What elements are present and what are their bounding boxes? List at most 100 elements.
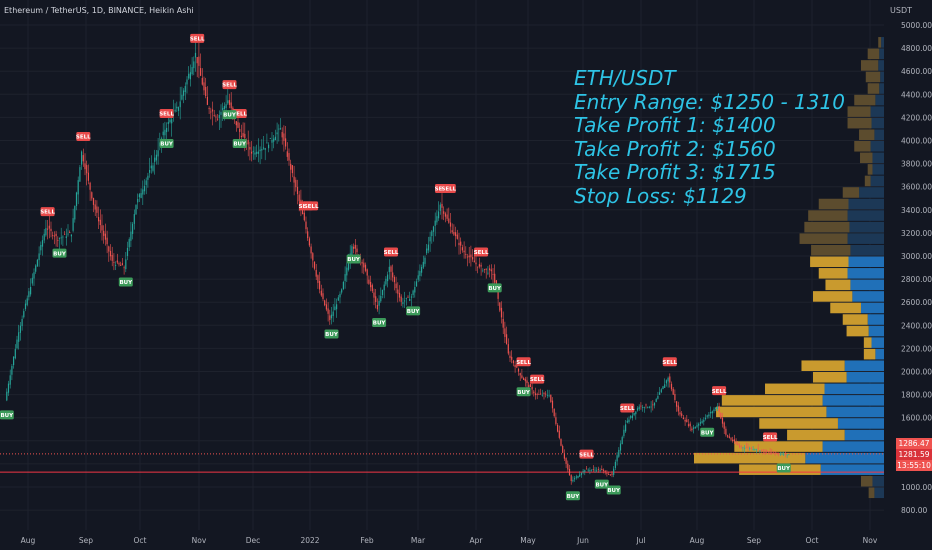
candle-body <box>562 445 564 453</box>
candle-body <box>242 133 244 137</box>
x-tick-label: May <box>520 536 536 545</box>
candle-body <box>21 318 23 327</box>
candle-body <box>218 114 220 119</box>
candle-body <box>164 129 166 136</box>
candle-body <box>526 380 528 384</box>
candle-body <box>264 148 266 150</box>
volume-bar-down <box>824 383 884 395</box>
volume-bar-up <box>846 325 869 337</box>
candle-body <box>24 303 27 310</box>
candle-body <box>388 266 390 273</box>
signal-text: SELL <box>76 135 91 141</box>
volume-bar-down <box>837 418 884 429</box>
signal-box <box>763 432 778 442</box>
volume-bar-up <box>860 475 873 487</box>
signal-box <box>662 357 677 367</box>
signal-box <box>40 207 55 217</box>
candle-body <box>616 455 618 462</box>
candle-body <box>45 228 47 236</box>
candle-body <box>643 407 645 408</box>
candle-body <box>655 399 657 402</box>
signal-text: BUY <box>407 309 421 315</box>
candle-body <box>279 128 282 130</box>
candle-body <box>660 389 662 393</box>
candle-body <box>657 395 659 399</box>
volume-bar-down <box>820 464 884 475</box>
candle-body <box>70 234 72 237</box>
candle-body <box>155 154 157 161</box>
candle-body <box>438 211 440 219</box>
signal-box <box>700 427 715 437</box>
y-tick-label: 2000.00 <box>901 368 932 377</box>
sell-signal-label: SELL <box>159 108 174 118</box>
candle-body <box>487 272 489 274</box>
candle-body <box>614 461 616 468</box>
horizontal-lines <box>0 453 896 473</box>
candle-body <box>104 233 106 240</box>
candle-body <box>523 378 525 380</box>
candle-body <box>635 411 637 415</box>
candle-body <box>422 261 424 268</box>
candle-body <box>662 386 664 390</box>
candle-body <box>524 378 526 382</box>
volume-bar-up <box>830 302 861 314</box>
candle-body <box>273 138 275 142</box>
candle-body <box>740 446 742 448</box>
candle-body <box>392 272 394 278</box>
candle-body <box>509 355 511 358</box>
volume-bar-up <box>787 429 845 441</box>
candle-body <box>147 175 149 180</box>
candle-body <box>43 233 45 241</box>
volume-bar-down <box>859 187 884 198</box>
candle-body <box>220 111 222 115</box>
y-tick-label: 2800.00 <box>901 275 932 284</box>
signal-box <box>441 184 456 194</box>
candle-body <box>609 474 611 476</box>
candle-body <box>130 231 132 241</box>
candle-body <box>602 469 605 471</box>
buy-signal-label: BUY <box>324 329 339 339</box>
candle-body <box>606 473 608 475</box>
candle-body <box>761 449 763 451</box>
candle-body <box>150 165 152 169</box>
candle-body <box>647 406 649 408</box>
candle-body <box>427 244 429 251</box>
candle-body <box>342 281 344 290</box>
signal-box <box>474 247 489 257</box>
candle-body <box>26 298 28 305</box>
candle-body <box>251 151 253 154</box>
candle-body <box>737 443 739 445</box>
candle-body <box>118 263 120 265</box>
candle-body <box>339 293 341 298</box>
candle-body <box>230 102 232 109</box>
candle-body <box>281 132 283 138</box>
signal-box <box>118 277 133 287</box>
candle-body <box>291 165 293 174</box>
candle-body <box>693 427 695 429</box>
candle-body <box>370 281 372 288</box>
candle-body <box>432 226 435 232</box>
time-axis[interactable]: Aug Sep Oct Nov Dec 2022 Feb Mar Apr May Jun Jul Aug… <box>0 530 884 550</box>
candle-body <box>579 474 581 477</box>
candle-body <box>597 468 599 470</box>
volume-bar-down <box>871 337 884 348</box>
x-tick-label: Aug <box>690 536 705 545</box>
x-tick-label: Jul <box>635 536 645 545</box>
buy-signal-label: BUY <box>406 306 421 316</box>
candle-body <box>268 144 270 149</box>
candle-body <box>196 57 198 64</box>
candle-body <box>152 165 154 171</box>
candle-body <box>686 419 688 423</box>
volume-bar-up <box>812 291 853 302</box>
candle-body <box>455 232 457 237</box>
candle-body <box>553 408 555 417</box>
candle-body <box>380 295 382 302</box>
volume-bar-down <box>846 372 884 383</box>
candle-body <box>421 267 423 273</box>
candle-body <box>223 106 225 110</box>
candle-body <box>60 237 62 239</box>
candle-body <box>336 304 338 310</box>
candle-body <box>490 269 492 272</box>
candle-body <box>215 116 217 118</box>
